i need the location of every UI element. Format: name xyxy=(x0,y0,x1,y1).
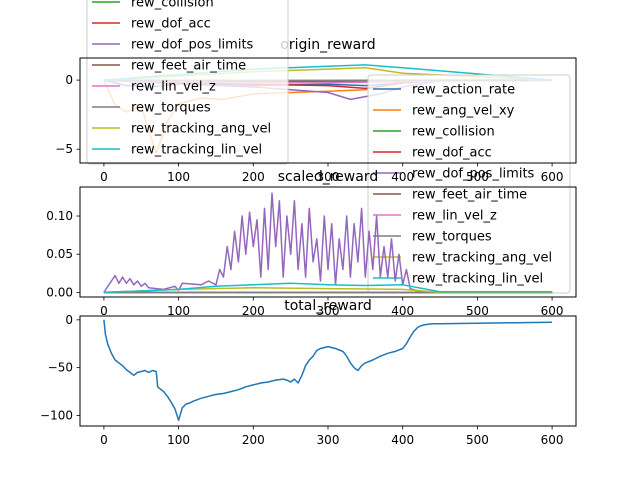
legend-label-rew-action-rate: rew_action_rate xyxy=(412,83,515,98)
total-reward-title: total_reward xyxy=(284,298,372,314)
scaled-reward-ytick-label: 0.05 xyxy=(46,247,73,261)
legend-label-rew-lin-vel-z: rew_lin_vel_z xyxy=(131,80,216,95)
legend-label-rew-feet-air-time: rew_feet_air_time xyxy=(131,59,246,74)
scaled-reward-series xyxy=(103,192,553,294)
legend-label-rew-torques: rew_torques xyxy=(412,230,492,245)
scaled-reward-xtick-label: 300 xyxy=(317,304,340,318)
origin-reward-legends: rew_collision rew_dof_acc rew_dof_pos_limi… xyxy=(86,0,571,294)
total-reward-xtick-label: 600 xyxy=(541,433,564,447)
origin-reward-xtick-label: 400 xyxy=(391,170,414,184)
scaled-reward-axes: scaled_reward 0 100 200 300 400 500 600 0.00 0.0… xyxy=(46,169,577,318)
scaled-reward-xtick-label: 500 xyxy=(466,304,489,318)
total-reward-ticks: 0 100 200 300 400 500 600 −100 −50 0 xyxy=(40,313,564,447)
total-reward-xtick-label: 300 xyxy=(317,433,340,447)
origin-reward-ytick-label: 0 xyxy=(65,73,73,87)
legend-label-rew-ang-vel-xy: rew_ang_vel_xy xyxy=(412,104,515,119)
scaled-reward-series-rew-dof-pos-limits xyxy=(103,192,553,294)
legend-label-rew-tracking-lin-vel: rew_tracking_lin_vel xyxy=(131,143,262,158)
legend-label-rew-collision: rew_collision xyxy=(131,0,214,11)
scaled-reward-ytick-label: 0.00 xyxy=(46,285,73,299)
origin-reward-ticks: 0 100 200 300 400 500 600 −5 0 xyxy=(55,73,563,184)
legend-label-rew-tracking-ang-vel: rew_tracking_ang_vel xyxy=(131,122,271,137)
legend-label-rew-collision: rew_collision xyxy=(412,125,495,140)
origin-reward-title: origin_reward xyxy=(280,37,375,53)
scaled-reward-xtick-label: 100 xyxy=(167,304,190,318)
scaled-reward-title: scaled_reward xyxy=(278,169,378,185)
total-reward-xtick-label: 500 xyxy=(466,433,489,447)
total-reward-axes: total_reward 0 100 200 300 400 500 600 −100 −50 0 xyxy=(40,298,577,447)
legend-upper: rew_collision rew_dof_acc rew_dof_pos_limi… xyxy=(86,0,289,165)
legend-label-rew-dof-acc: rew_dof_acc xyxy=(131,17,211,32)
legend-right: rew_action_rate rew_ang_vel_xy rew_collisi… xyxy=(367,74,571,294)
origin-reward-xtick-label: 100 xyxy=(167,170,190,184)
total-reward-xtick-label: 200 xyxy=(242,433,265,447)
legend-label-rew-tracking-ang-vel: rew_tracking_ang_vel xyxy=(412,251,552,266)
total-reward-xtick-label: 0 xyxy=(100,433,108,447)
scaled-reward-xtick-label: 0 xyxy=(100,304,108,318)
total-reward-xtick-label: 100 xyxy=(167,433,190,447)
legend-label-rew-feet-air-time: rew_feet_air_time xyxy=(412,188,527,203)
legend-label-rew-torques: rew_torques xyxy=(131,101,211,116)
legend-label-rew-dof-pos-limits: rew_dof_pos_limits xyxy=(412,167,535,182)
origin-reward-xtick-label: 600 xyxy=(541,170,564,184)
scaled-reward-ticks: 0 100 200 300 400 500 600 0.00 0.05 0.10 xyxy=(46,209,563,318)
scaled-reward-xtick-label: 600 xyxy=(541,304,564,318)
scaled-reward-xtick-label: 400 xyxy=(391,304,414,318)
total-reward-ytick-label: 0 xyxy=(65,313,73,327)
total-reward-series-total-reward xyxy=(103,319,553,422)
scaled-reward-series-rew-tracking-lin-vel xyxy=(103,282,553,294)
origin-reward-xtick-label: 500 xyxy=(466,170,489,184)
legend-label-rew-dof-acc: rew_dof_acc xyxy=(412,146,492,161)
origin-reward-xtick-label: 300 xyxy=(317,170,340,184)
legend-label-rew-dof-pos-limits: rew_dof_pos_limits xyxy=(131,38,254,53)
total-reward-series xyxy=(103,319,553,422)
origin-reward-xtick-label: 200 xyxy=(242,170,265,184)
legend-frame xyxy=(86,0,289,165)
total-reward-ytick-label: −50 xyxy=(48,361,73,375)
origin-reward-xtick-label: 0 xyxy=(100,170,108,184)
legend-label-rew-tracking-lin-vel: rew_tracking_lin_vel xyxy=(412,272,543,287)
origin-reward-ytick-label: −5 xyxy=(55,142,73,156)
scaled-reward-xtick-label: 200 xyxy=(242,304,265,318)
scaled-reward-ytick-label: 0.10 xyxy=(46,209,73,223)
legend-label-rew-lin-vel-z: rew_lin_vel_z xyxy=(412,209,497,224)
origin-reward-axes: origin_reward rew_collisionrew_dof_accre… xyxy=(55,0,577,294)
total-reward-xtick-label: 400 xyxy=(391,433,414,447)
total-reward-ytick-label: −100 xyxy=(40,408,73,422)
